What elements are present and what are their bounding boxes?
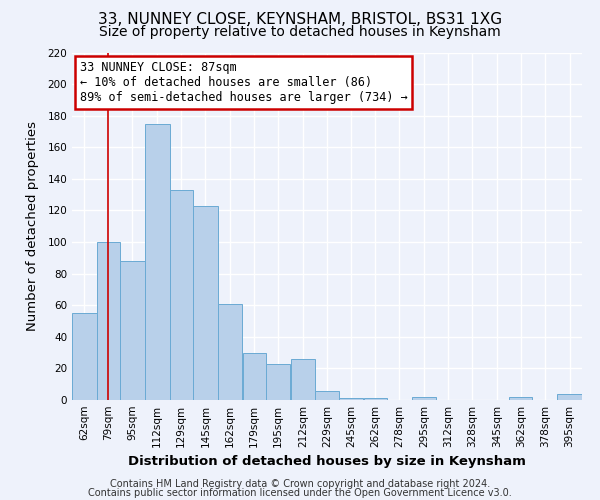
Bar xyxy=(97,242,120,400)
Bar xyxy=(72,313,97,400)
Bar xyxy=(364,398,386,400)
Bar xyxy=(145,124,170,400)
Bar xyxy=(170,190,193,400)
Text: Contains HM Land Registry data © Crown copyright and database right 2024.: Contains HM Land Registry data © Crown c… xyxy=(110,479,490,489)
X-axis label: Distribution of detached houses by size in Keynsham: Distribution of detached houses by size … xyxy=(128,456,526,468)
Text: 33, NUNNEY CLOSE, KEYNSHAM, BRISTOL, BS31 1XG: 33, NUNNEY CLOSE, KEYNSHAM, BRISTOL, BS3… xyxy=(98,12,502,28)
Bar xyxy=(339,398,364,400)
Bar xyxy=(120,261,145,400)
Bar xyxy=(316,390,338,400)
Bar xyxy=(412,397,436,400)
Bar xyxy=(509,397,532,400)
Bar xyxy=(266,364,290,400)
Bar xyxy=(557,394,582,400)
Text: Size of property relative to detached houses in Keynsham: Size of property relative to detached ho… xyxy=(99,25,501,39)
Bar xyxy=(218,304,242,400)
Text: 33 NUNNEY CLOSE: 87sqm
← 10% of detached houses are smaller (86)
89% of semi-det: 33 NUNNEY CLOSE: 87sqm ← 10% of detached… xyxy=(80,61,407,104)
Text: Contains public sector information licensed under the Open Government Licence v3: Contains public sector information licen… xyxy=(88,488,512,498)
Bar xyxy=(290,359,315,400)
Bar xyxy=(193,206,218,400)
Bar xyxy=(242,352,266,400)
Y-axis label: Number of detached properties: Number of detached properties xyxy=(26,121,39,331)
